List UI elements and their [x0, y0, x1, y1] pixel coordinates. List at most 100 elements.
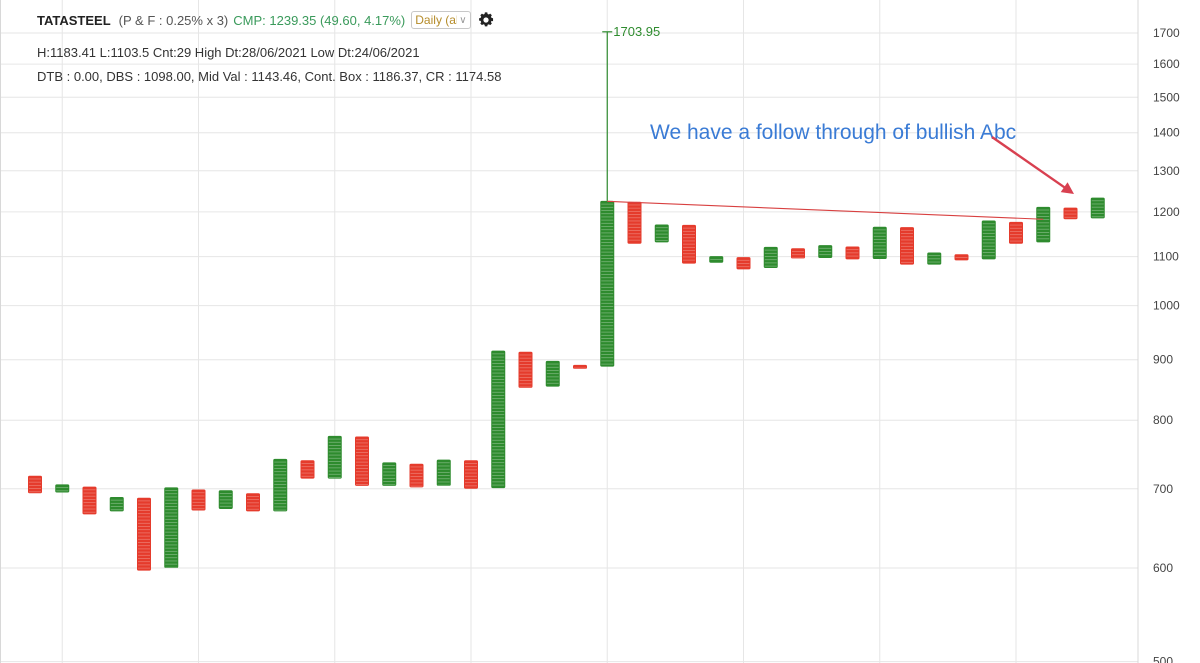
- pf-params: (P & F : 0.25% x 3): [118, 12, 229, 28]
- o-column: [246, 493, 260, 512]
- x-column: [1090, 197, 1105, 219]
- column-body: [300, 460, 315, 479]
- o-column: [28, 475, 42, 494]
- column-body: [218, 490, 233, 510]
- annotation-arrow-line: [991, 136, 1069, 191]
- timeframe-value: Daily (al: [415, 13, 458, 27]
- column-body: [545, 360, 560, 387]
- y-tick-label: 1100: [1153, 250, 1179, 264]
- o-column: [627, 201, 642, 244]
- column-body: [709, 256, 724, 263]
- column-body: [900, 227, 914, 265]
- trendline: [607, 200, 1044, 220]
- o-column: [682, 224, 696, 264]
- o-column: [1009, 221, 1023, 244]
- y-tick-label: 500: [1153, 655, 1173, 663]
- x-column: [763, 246, 778, 268]
- x-column: [1036, 206, 1051, 243]
- o-column: [300, 460, 315, 479]
- x-column: [818, 245, 833, 259]
- y-tick-label: 1700: [1153, 26, 1180, 40]
- x-column: [600, 200, 615, 367]
- x-column: [382, 462, 397, 486]
- column-body: [191, 489, 206, 511]
- column-body: [273, 458, 288, 512]
- column-body: [736, 257, 751, 270]
- column-body: [818, 245, 833, 259]
- y-tick-label: 1400: [1153, 126, 1180, 140]
- column-body: [845, 246, 860, 260]
- annotation-text: We have a follow through of bullish Abc: [650, 121, 1016, 144]
- column-body: [1009, 221, 1023, 244]
- o-column: [573, 364, 587, 369]
- x-column: [981, 220, 996, 260]
- o-column: [464, 460, 478, 489]
- column-body: [28, 475, 42, 494]
- o-column: [82, 486, 97, 515]
- cmp-label: CMP: 1239.35 (49.60, 4.17%): [233, 12, 406, 28]
- column-body: [1090, 197, 1105, 219]
- column-body: [82, 486, 97, 515]
- y-tick-label: 1000: [1153, 299, 1180, 313]
- o-column: [409, 463, 424, 488]
- column-body: [654, 224, 669, 243]
- chart-header: TATASTEEL (P & F : 0.25% x 3) CMP: 1239.…: [37, 11, 495, 29]
- y-axis: 500 600 700 800 900 1000 1100 1200 1300 1400 1500 1…: [1153, 26, 1180, 663]
- column-body: [763, 246, 778, 268]
- x-column: [709, 256, 724, 263]
- o-column: [137, 497, 151, 571]
- column-body: [355, 436, 369, 486]
- levels-info: DTB : 0.00, DBS : 1098.00, Mid Val : 114…: [37, 69, 502, 84]
- column-body: [981, 220, 996, 260]
- y-tick-label: 900: [1153, 353, 1173, 367]
- y-tick-label: 1600: [1153, 57, 1180, 71]
- y-tick-label: 600: [1153, 561, 1173, 575]
- annotation-arrow-head: [1060, 182, 1074, 194]
- column-body: [1036, 206, 1051, 243]
- y-tick-label: 1300: [1153, 164, 1180, 178]
- o-column: [954, 254, 969, 261]
- annotations: We have a follow through of bullish Abc: [607, 121, 1074, 220]
- x-column: [927, 252, 942, 265]
- x-column: [545, 360, 560, 387]
- x-column: [872, 226, 887, 259]
- column-body: [518, 351, 533, 388]
- column-body: [954, 254, 969, 261]
- y-tick-label: 1500: [1153, 90, 1180, 104]
- x-column: [436, 459, 451, 486]
- chevron-down-icon: ∨: [459, 14, 467, 26]
- pf-columns: [28, 197, 1105, 571]
- column-body: [55, 484, 70, 493]
- x-column: [654, 224, 669, 243]
- o-column: [191, 489, 206, 511]
- column-body: [682, 224, 696, 264]
- timeframe-select[interactable]: Daily (al ∨: [411, 11, 471, 29]
- x-column: [273, 458, 288, 512]
- peak-wick: 1703.95: [602, 24, 660, 201]
- gear-icon[interactable]: [477, 11, 495, 29]
- column-body: [600, 200, 615, 367]
- column-body: [137, 497, 151, 571]
- column-body: [436, 459, 451, 486]
- x-column: [218, 490, 233, 510]
- column-body: [573, 364, 587, 369]
- column-body: [627, 201, 642, 244]
- x-column: [55, 484, 70, 493]
- column-body: [464, 460, 478, 489]
- column-body: [246, 493, 260, 512]
- column-body: [409, 463, 424, 488]
- o-column: [845, 246, 860, 260]
- y-tick-label: 800: [1153, 413, 1173, 427]
- x-column: [164, 487, 179, 568]
- x-column: [491, 350, 506, 489]
- o-column: [355, 436, 369, 486]
- column-body: [109, 496, 124, 512]
- o-column: [791, 248, 805, 259]
- o-column: [900, 227, 914, 265]
- column-body: [327, 435, 342, 479]
- column-body: [872, 226, 887, 259]
- column-body: [164, 487, 179, 568]
- column-body: [927, 252, 942, 265]
- range-info: H:1183.41 L:1103.5 Cnt:29 High Dt:28/06/…: [37, 45, 420, 60]
